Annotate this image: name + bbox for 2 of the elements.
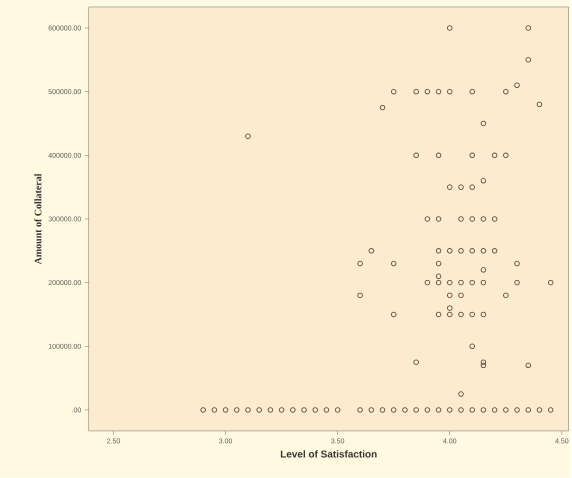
x-axis-title: Level of Satisfaction — [280, 450, 377, 458]
y-axis-title: Amount of Collateral — [34, 174, 42, 264]
